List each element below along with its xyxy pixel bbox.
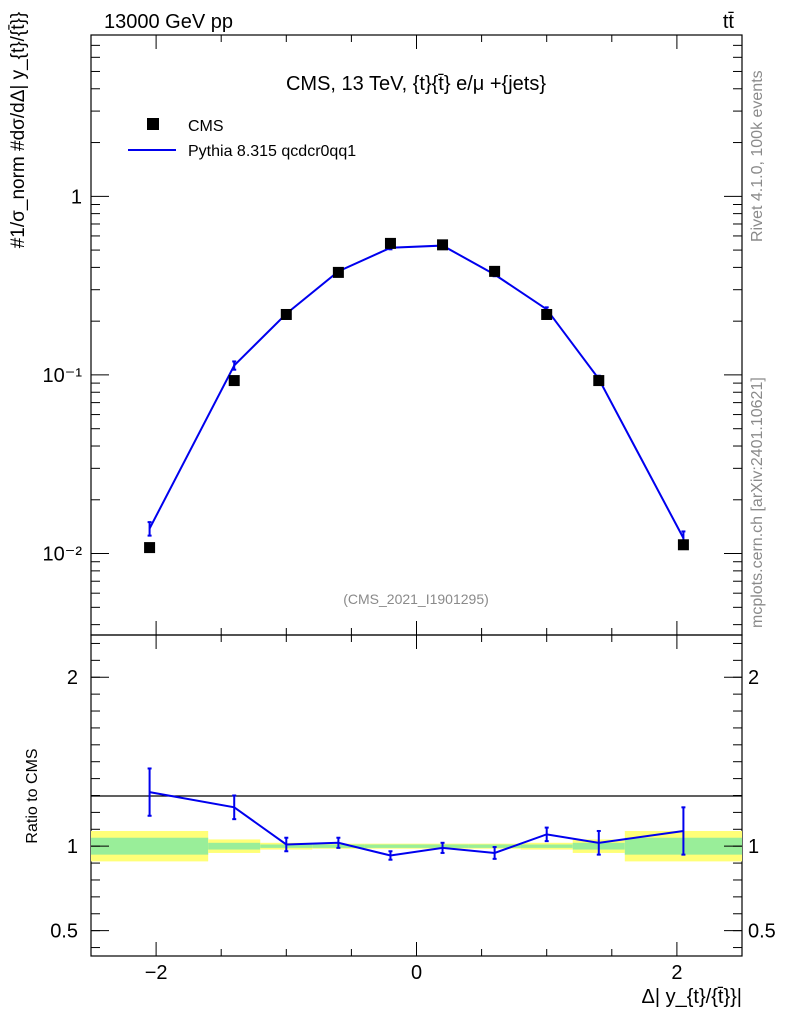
ratio-tick-label-right: 2 xyxy=(748,667,759,689)
ratio-series xyxy=(147,767,686,861)
cms-data-point xyxy=(593,375,605,387)
ratio-tick-label-left: 1 xyxy=(67,836,78,858)
cms-data-point xyxy=(280,308,292,320)
ratio-tick-label-right: 0.5 xyxy=(748,921,776,943)
legend-label-cms: CMS xyxy=(188,118,224,135)
y-axis-title: #1/σ_norm #dσ/dΔ| y_{t}/{t̄}} xyxy=(8,12,29,249)
ratio-band-inner xyxy=(520,844,573,848)
cms-data-point xyxy=(489,265,501,277)
cms-data-point xyxy=(228,375,240,387)
ratio-tick-label-left: 0.5 xyxy=(50,921,78,943)
legend-label-pythia: Pythia 8.315 qcdcr0qq1 xyxy=(188,143,356,160)
x-axis-title: Δ| y_{t}/{t̄}}| xyxy=(642,986,743,1008)
cms-data-point xyxy=(541,308,553,320)
ratio-band-inner xyxy=(364,844,417,848)
legend: CMS Pythia 8.315 qcdcr0qq1 xyxy=(128,118,356,160)
cms-data-point xyxy=(384,237,396,249)
mcplots-label: mcplots.cern.ch [arXiv:2401.10621] xyxy=(749,377,766,628)
y-tick-label: 10⁻² xyxy=(43,544,83,566)
header-process-label: tt̄ xyxy=(723,11,735,33)
ratio-band-inner xyxy=(91,837,209,855)
ratio-y-axis-title: Ratio to CMS xyxy=(24,748,41,843)
cms-data-points xyxy=(144,237,689,554)
cms-data-point xyxy=(677,539,689,551)
x-tick-label: 2 xyxy=(671,962,682,984)
ratio-band-inner xyxy=(208,842,261,850)
ratio-tick-label-left: 2 xyxy=(67,667,78,689)
legend-marker-cms xyxy=(147,118,159,130)
mc-line xyxy=(148,244,685,539)
ratio-line xyxy=(149,791,684,857)
chart-title: CMS, 13 TeV, {t}{t̄} e/μ +{jets} xyxy=(286,73,546,95)
y-tick-label: 1 xyxy=(71,186,82,208)
cms-data-point xyxy=(144,542,156,554)
ratio-tick-label-right: 1 xyxy=(748,836,759,858)
rivet-version-label: Rivet 4.1.0, 100k events xyxy=(749,70,766,242)
header-energy-label: 13000 GeV pp xyxy=(104,11,233,33)
cms-data-point xyxy=(437,239,449,251)
mc-series xyxy=(147,243,686,547)
y-tick-label: 10⁻¹ xyxy=(43,365,83,387)
cms-data-point xyxy=(332,266,344,278)
analysis-id-watermark: (CMS_2021_I1901295) xyxy=(343,591,489,607)
x-tick-label: 0 xyxy=(411,962,422,984)
axis-ticks: −2 0 2 10⁻² 10⁻¹ 1 0.5 0.5 1 1 2 2 xyxy=(43,34,776,984)
x-tick-label: −2 xyxy=(145,962,168,984)
